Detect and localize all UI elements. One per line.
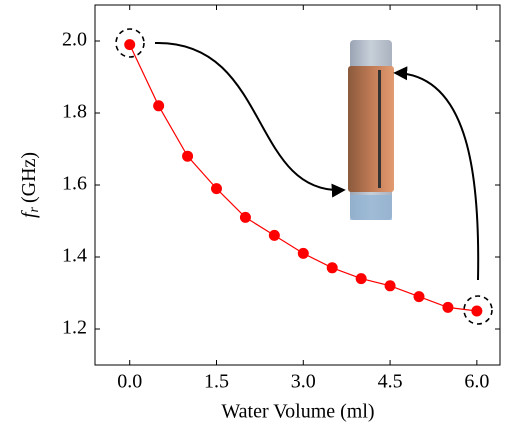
data-point [297,247,309,259]
highlight-circle [463,295,493,325]
x-tick-label: 3.0 [291,371,316,393]
y-label-subscript: r [27,206,42,212]
arrow [154,41,346,198]
data-line [129,44,477,312]
x-tick-label: 4.5 [378,371,403,393]
arrow [393,66,480,281]
x-tick-label: 6.0 [464,371,489,393]
data-point [355,273,367,285]
data-point [211,183,222,195]
inset-image [348,40,394,220]
highlight-circle [115,28,145,58]
plot-frame [94,4,501,366]
data-point [471,305,483,317]
data-point [413,291,425,303]
y-tick-label: 2.0 [62,29,87,51]
y-tick-label: 1.6 [62,173,87,195]
y-axis-label: fr (GHz) [18,152,43,218]
data-point [182,150,194,162]
x-axis-label: Water Volume (ml) [221,401,374,423]
data-point [326,262,338,274]
data-point [239,211,251,223]
x-tick-label: 0.0 [117,371,142,393]
y-tick-label: 1.4 [62,245,87,267]
data-point [124,39,136,51]
data-point [268,229,280,241]
data-point [442,301,454,313]
data-point [384,280,396,292]
x-tick-label: 1.5 [204,371,229,393]
y-tick-label: 1.8 [62,101,87,123]
y-label-symbol: f [18,210,40,218]
y-label-unit: (GHz) [18,152,40,203]
data-point [153,100,165,112]
y-tick-label: 1.2 [62,317,87,339]
